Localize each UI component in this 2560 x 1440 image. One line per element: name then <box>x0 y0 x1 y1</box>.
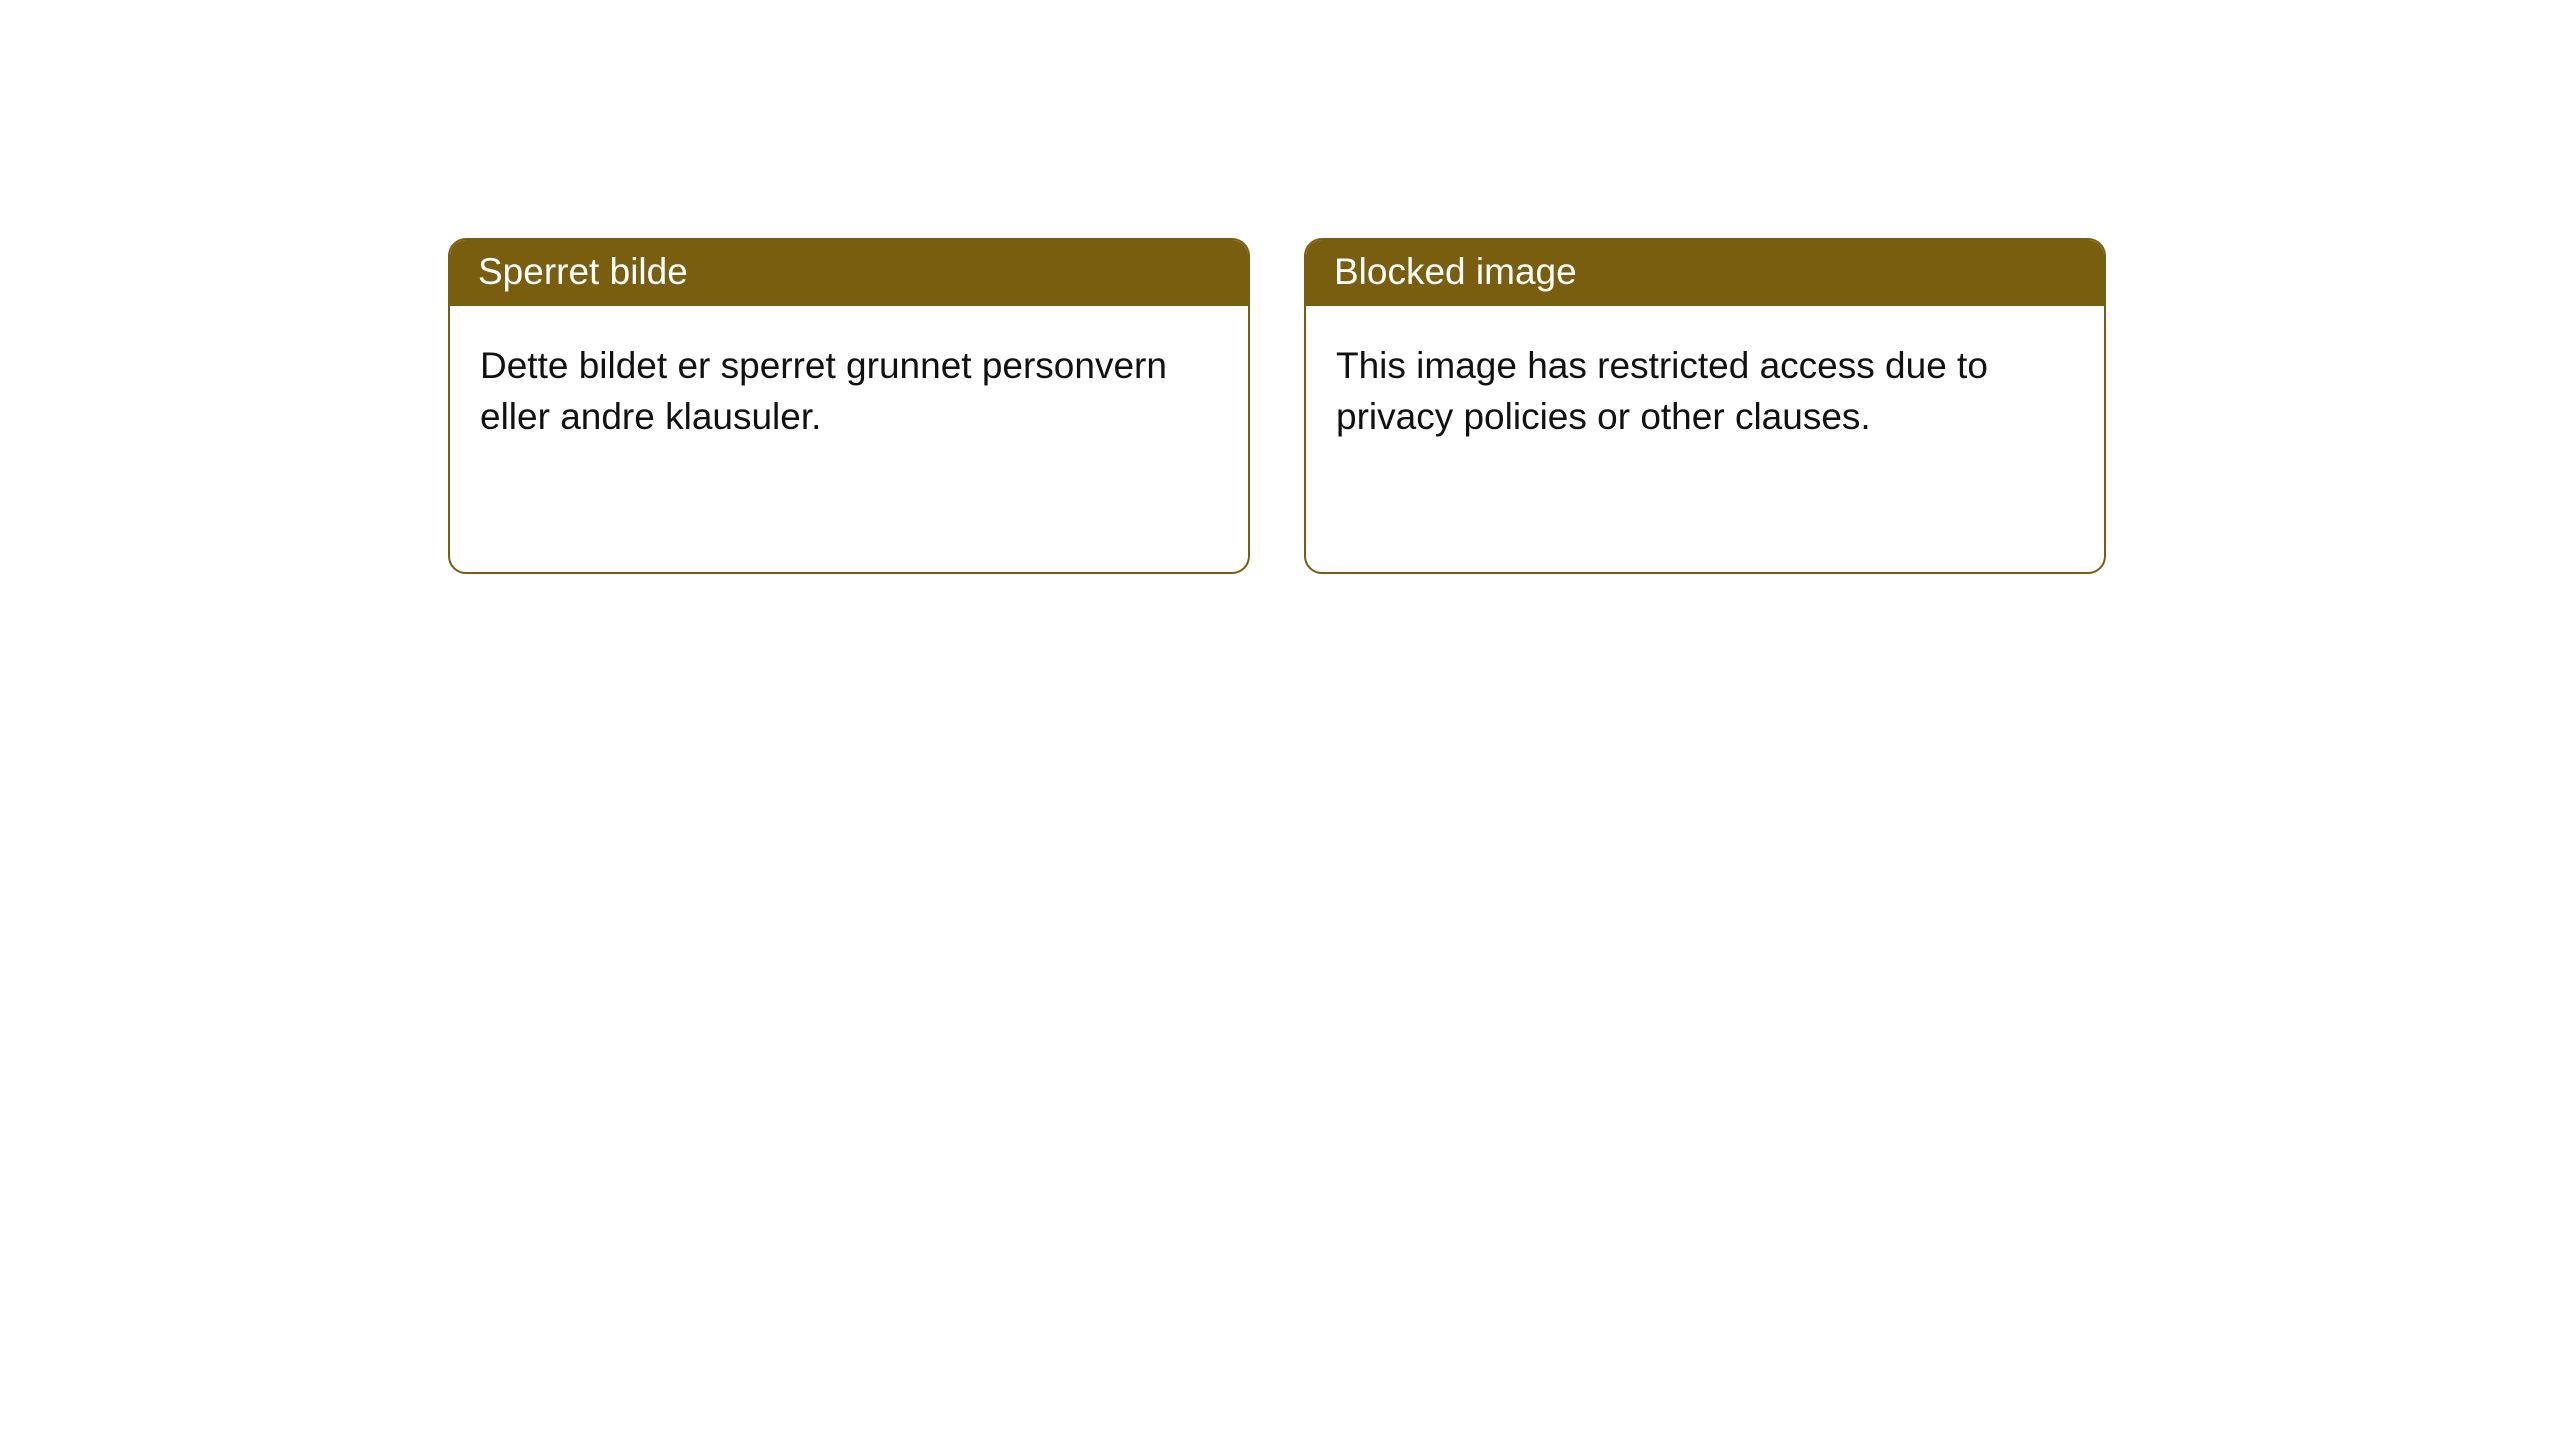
info-box-english: Blocked image This image has restricted … <box>1304 238 2106 574</box>
info-boxes-container: Sperret bilde Dette bildet er sperret gr… <box>0 0 2560 574</box>
info-box-header: Sperret bilde <box>450 240 1248 306</box>
info-box-body: This image has restricted access due to … <box>1306 306 2104 476</box>
info-box-header: Blocked image <box>1306 240 2104 306</box>
info-box-norwegian: Sperret bilde Dette bildet er sperret gr… <box>448 238 1250 574</box>
info-box-body: Dette bildet er sperret grunnet personve… <box>450 306 1248 476</box>
